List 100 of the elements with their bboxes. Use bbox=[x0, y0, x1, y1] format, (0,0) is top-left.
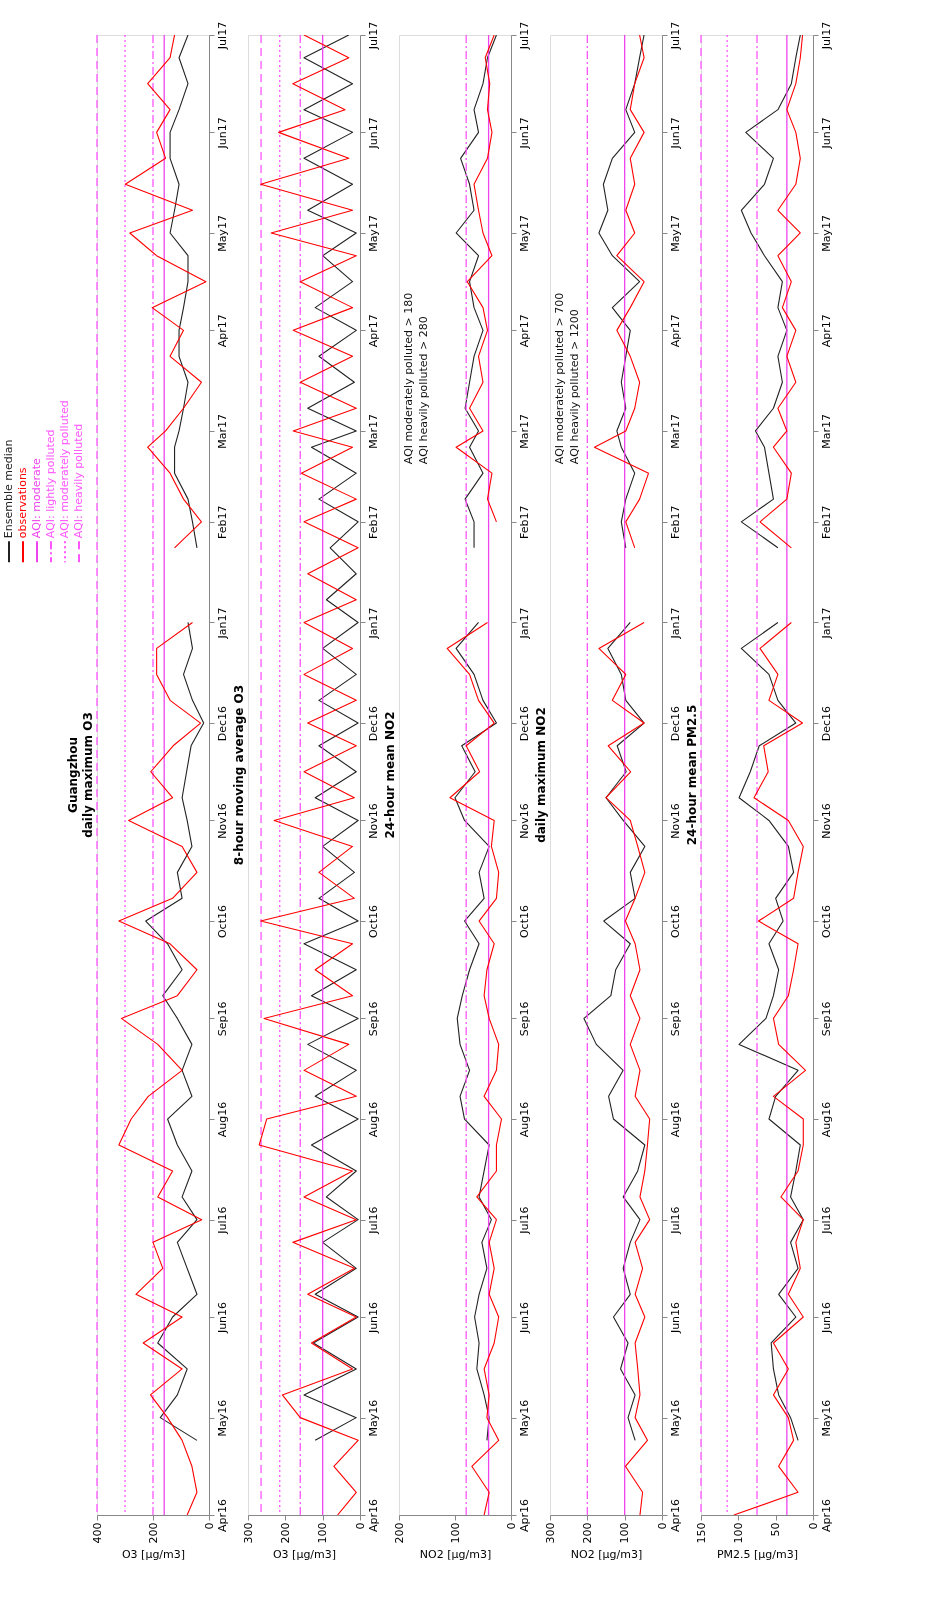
x-axis-title: O3 [µg/m3] bbox=[272, 1548, 337, 1562]
y-tick-label: May17 bbox=[819, 215, 833, 252]
y-tick-label: Dec16 bbox=[366, 705, 380, 742]
y-tick-label: May17 bbox=[366, 215, 380, 252]
y-tick-label: May16 bbox=[215, 1399, 229, 1437]
x-tick-label: 100 bbox=[731, 1522, 745, 1544]
y-tick-label: Oct16 bbox=[517, 905, 531, 939]
y-tick-label: Jan17 bbox=[819, 607, 833, 640]
y-tick-label: Dec16 bbox=[517, 705, 531, 742]
y-tick-label: Jan17 bbox=[215, 607, 229, 640]
x-tick-label: 150 bbox=[694, 1522, 708, 1544]
x-tick-label: 0 bbox=[655, 1522, 669, 1530]
y-tick-label: Mar17 bbox=[668, 414, 682, 449]
x-tick-label: 200 bbox=[392, 1522, 406, 1544]
y-tick-label: Mar17 bbox=[366, 414, 380, 449]
y-tick-label: Oct16 bbox=[668, 905, 682, 939]
y-tick-label: Jun16 bbox=[668, 1301, 682, 1335]
y-tick-label: Jul17 bbox=[366, 21, 380, 51]
y-tick-label: Mar17 bbox=[215, 414, 229, 449]
x-tick-label: 0 bbox=[202, 1522, 216, 1530]
y-tick-label: Jun17 bbox=[517, 117, 531, 150]
x-axis-title: O3 [µg/m3] bbox=[121, 1548, 186, 1562]
y-tick-label: Jul16 bbox=[517, 1206, 531, 1235]
y-tick-label: Nov16 bbox=[215, 803, 229, 839]
y-tick-label: May16 bbox=[668, 1399, 682, 1437]
y-tick-label: Aug16 bbox=[366, 1101, 380, 1138]
y-tick-label: Apr17 bbox=[517, 314, 531, 348]
y-tick-label: Jun16 bbox=[215, 1301, 229, 1335]
y-tick-label: Apr16 bbox=[819, 1498, 833, 1533]
annotation: AQI heavily polluted > 280 bbox=[417, 316, 430, 465]
y-tick-label: Jan17 bbox=[517, 607, 531, 640]
text: daily maximum NO2 bbox=[534, 707, 548, 843]
x-tick-label: 200 bbox=[146, 1522, 160, 1544]
annotation: AQI heavily polluted > 1200 bbox=[568, 309, 581, 465]
text: observations bbox=[16, 467, 29, 539]
x-tick-label: 300 bbox=[543, 1522, 557, 1544]
y-tick-label: Apr17 bbox=[668, 314, 682, 348]
y-tick-label: Aug16 bbox=[517, 1101, 531, 1138]
y-tick-label: May17 bbox=[517, 215, 531, 252]
ref-line-label: AQI: moderate bbox=[30, 457, 43, 539]
ref-line-label: AQI: moderately polluted bbox=[58, 400, 71, 539]
y-tick-label: Jun16 bbox=[517, 1301, 531, 1335]
y-tick-label: Jun17 bbox=[366, 117, 380, 150]
y-tick-label: Jun17 bbox=[819, 117, 833, 150]
y-tick-label: Nov16 bbox=[366, 803, 380, 839]
y-tick-label: Apr17 bbox=[366, 314, 380, 348]
y-tick-label: Oct16 bbox=[215, 905, 229, 939]
x-tick-label: 100 bbox=[316, 1522, 330, 1544]
y-tick-label: Jul17 bbox=[819, 21, 833, 51]
text: Ensemble median bbox=[2, 439, 15, 539]
ref-line-label: AQI: heavily polluted bbox=[72, 423, 85, 539]
ref-line-label: AQI: lightly polluted bbox=[44, 429, 57, 539]
y-tick-label: Oct16 bbox=[366, 905, 380, 939]
y-tick-label: Dec16 bbox=[668, 705, 682, 742]
text: Guangzhou bbox=[66, 737, 80, 813]
y-tick-label: Apr16 bbox=[215, 1498, 229, 1533]
y-tick-label: Dec16 bbox=[215, 705, 229, 742]
y-tick-label: Feb17 bbox=[366, 505, 380, 540]
annotation: AQI moderately polluted > 700 bbox=[553, 292, 566, 465]
x-axis-title: PM2.5 [µg/m3] bbox=[716, 1548, 799, 1562]
y-tick-label: May17 bbox=[668, 215, 682, 252]
y-tick-label: Mar17 bbox=[819, 414, 833, 449]
y-tick-label: Jan17 bbox=[366, 607, 380, 640]
x-tick-label: 100 bbox=[618, 1522, 632, 1544]
y-tick-label: Aug16 bbox=[215, 1101, 229, 1138]
text: 8-hour moving average O3 bbox=[232, 684, 246, 866]
y-tick-label: Jul16 bbox=[366, 1206, 380, 1235]
y-tick-label: Sep16 bbox=[215, 1001, 229, 1037]
y-tick-label: Jul17 bbox=[517, 21, 531, 51]
y-tick-label: May17 bbox=[215, 215, 229, 252]
text: daily maximum O3 bbox=[81, 712, 95, 838]
y-tick-label: Apr17 bbox=[215, 314, 229, 348]
y-tick-label: Sep16 bbox=[819, 1001, 833, 1037]
x-tick-label: 400 bbox=[90, 1522, 104, 1544]
y-tick-label: Feb17 bbox=[215, 505, 229, 540]
y-tick-label: Dec16 bbox=[819, 705, 833, 742]
y-tick-label: May16 bbox=[819, 1399, 833, 1437]
y-tick-label: Jul16 bbox=[819, 1206, 833, 1235]
y-tick-label: Oct16 bbox=[819, 905, 833, 939]
y-tick-label: Jun17 bbox=[668, 117, 682, 150]
text: 24-hour mean NO2 bbox=[383, 711, 397, 839]
annotation: AQI moderately polluted > 180 bbox=[402, 292, 415, 465]
x-tick-label: 200 bbox=[278, 1522, 292, 1544]
y-tick-label: Jan17 bbox=[668, 607, 682, 640]
y-tick-label: Aug16 bbox=[668, 1101, 682, 1138]
x-axis-title: NO2 [µg/m3] bbox=[570, 1548, 643, 1562]
y-tick-label: Jul17 bbox=[215, 21, 229, 51]
x-tick-label: 0 bbox=[806, 1522, 820, 1530]
x-tick-label: 0 bbox=[353, 1522, 367, 1530]
y-tick-label: Nov16 bbox=[819, 803, 833, 839]
y-tick-label: Jul17 bbox=[668, 21, 682, 51]
x-tick-label: 100 bbox=[448, 1522, 462, 1544]
y-tick-label: Mar17 bbox=[517, 414, 531, 449]
y-tick-label: Aug16 bbox=[819, 1101, 833, 1138]
y-tick-label: Apr16 bbox=[366, 1498, 380, 1533]
y-tick-label: Jun16 bbox=[366, 1301, 380, 1335]
y-tick-label: Nov16 bbox=[517, 803, 531, 839]
y-tick-label: Jul16 bbox=[215, 1206, 229, 1235]
y-tick-label: Jun16 bbox=[819, 1301, 833, 1335]
x-tick-label: 50 bbox=[769, 1522, 783, 1537]
